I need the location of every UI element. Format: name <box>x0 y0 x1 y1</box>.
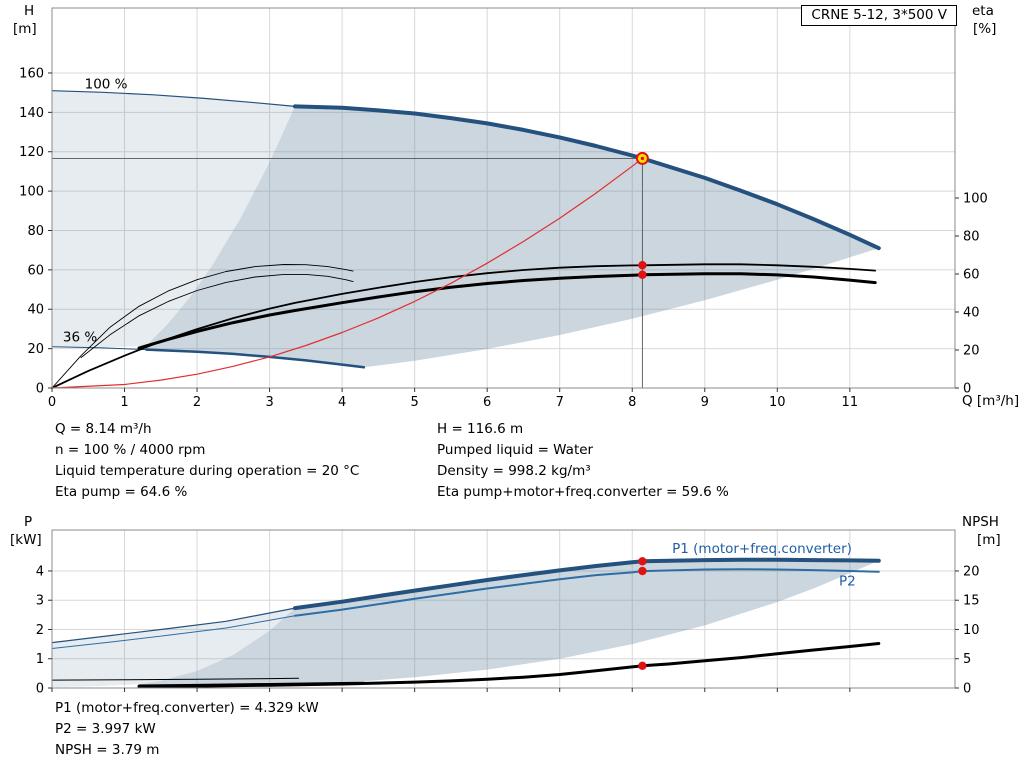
npsh-axis-unit: [m] <box>977 532 1001 548</box>
x-tick-label: 0 <box>48 395 56 410</box>
y-right-tick-label: 20 <box>963 564 980 579</box>
info-p2: P2 = 3.997 kW <box>55 721 156 737</box>
p2-dot <box>638 566 647 576</box>
info-eta-pump: Eta pump = 64.6 % <box>55 484 188 500</box>
npsh-axis-label: NPSH <box>962 514 999 530</box>
p1-curve-36pct <box>51 677 300 681</box>
info-npsh: NPSH = 3.79 m <box>55 742 160 758</box>
y-right-tick-label: 20 <box>963 344 980 359</box>
x-tick-label: 11 <box>842 395 859 410</box>
pump-curve-100pct <box>293 104 881 251</box>
eta-axis-unit: [%] <box>973 21 997 37</box>
eta-total-curve <box>137 272 877 350</box>
power-envelope-region <box>139 559 879 686</box>
plot-frame <box>51 529 956 689</box>
npsh-dot <box>638 661 647 671</box>
speed-range-region-light <box>52 90 295 348</box>
x-tick-label: 10 <box>769 395 786 410</box>
pump-curve-100pct-extension <box>51 90 296 108</box>
y-left-tick-label: 0 <box>36 382 44 397</box>
y-right-tick-label: 80 <box>963 230 980 245</box>
info-n: n = 100 % / 4000 rpm <box>55 442 206 458</box>
eta-total-dot <box>638 270 647 279</box>
h-axis-label: H <box>24 3 35 19</box>
info-eta-total: Eta pump+motor+freq.converter = 59.6 % <box>437 484 729 500</box>
y-right-tick-label: 0 <box>963 682 971 697</box>
info-liquid: Pumped liquid = Water <box>437 442 594 458</box>
x-tick-label: 2 <box>193 395 201 410</box>
y-left-tick-label: 2 <box>36 623 44 638</box>
duty-info-left-column: Q = 8.14 m³/h n = 100 % / 4000 rpm Liqui… <box>55 419 359 503</box>
y-right-tick-label: 10 <box>963 623 980 638</box>
duty-point-center <box>640 156 645 161</box>
duty-info-right-column: H = 116.6 m Pumped liquid = Water Densit… <box>437 419 729 503</box>
q-axis-label: Q [m³/h] <box>962 393 1020 409</box>
x-tick-label: 4 <box>338 395 346 410</box>
speed-label-100pct: 100 % <box>85 77 128 93</box>
p2-curve <box>294 568 880 617</box>
p1-dot <box>638 557 647 566</box>
y-right-tick-label: 60 <box>963 268 980 283</box>
h-axis-unit: [m] <box>13 21 37 37</box>
p-axis-unit: [kW] <box>10 532 42 548</box>
y-right-tick-label: 40 <box>963 306 980 321</box>
system-curve <box>51 157 644 389</box>
x-tick-label: 9 <box>701 395 709 410</box>
y-left-tick-label: 4 <box>36 564 44 579</box>
power-npsh-chart: 0 1 2 3 4 0 5 10 15 20 P1 (motor+freq.converter) P2 <box>36 529 980 697</box>
y-left-tick-label: 80 <box>27 224 44 239</box>
pump-curve-36pct-extension <box>51 346 147 351</box>
chart-layer: 0 20 40 60 80 100 120 140 160 0 20 40 60 80 100 0 1 2 3 4 5 6… <box>19 7 988 410</box>
chart-layer: 0 1 2 3 4 0 5 10 15 20 P1 (motor+freq.converter) P2 <box>36 529 980 697</box>
p2-curve-label: P2 <box>839 574 856 590</box>
p1-curve-label: P1 (motor+freq.converter) <box>672 541 852 557</box>
pump-title-box: CRNE 5-12, 3*500 V <box>801 5 957 26</box>
y-left-tick-label: 100 <box>19 185 44 200</box>
operating-envelope-region <box>146 106 879 368</box>
p1-curve <box>293 557 881 611</box>
eta-axis-label: eta <box>972 3 994 19</box>
y-left-tick-label: 140 <box>19 106 44 121</box>
info-h: H = 116.6 m <box>437 421 524 437</box>
y-right-tick-label: 5 <box>963 652 971 667</box>
y-left-tick-label: 160 <box>19 66 44 81</box>
qh-eta-chart: 0 20 40 60 80 100 120 140 160 0 20 40 60 80 100 0 1 2 3 4 5 6… <box>19 7 988 410</box>
info-density: Density = 998.2 kg/m³ <box>437 463 591 479</box>
info-temp: Liquid temperature during operation = 20… <box>55 463 360 479</box>
y-right-tick-label: 100 <box>963 192 988 207</box>
p2-curve-extension <box>51 615 296 649</box>
info-q: Q = 8.14 m³/h <box>55 421 152 437</box>
y-left-tick-label: 40 <box>27 303 44 318</box>
speed-label-36pct: 36 % <box>63 330 97 346</box>
info-p1: P1 (motor+freq.converter) = 4.329 kW <box>55 700 319 716</box>
y-left-tick-label: 60 <box>27 263 44 278</box>
y-right-tick-label: 15 <box>963 594 980 609</box>
p1-curve-extension <box>51 607 296 644</box>
npsh-curve <box>137 642 881 688</box>
y-left-tick-label: 1 <box>36 652 44 667</box>
eta-pump-dot <box>638 261 647 270</box>
y-left-tick-label: 120 <box>19 145 44 160</box>
y-left-tick-label: 0 <box>36 682 44 697</box>
x-tick-label: 7 <box>556 395 564 410</box>
x-tick-label: 5 <box>411 395 419 410</box>
x-tick-label: 8 <box>628 395 636 410</box>
x-tick-label: 6 <box>483 395 491 410</box>
y-left-tick-label: 3 <box>36 594 44 609</box>
p-axis-label: P <box>24 514 33 530</box>
power-info-block: P1 (motor+freq.converter) = 4.329 kW P2 … <box>55 698 319 761</box>
eta-pump-curve <box>51 263 877 389</box>
eta-pump-reduced-speed-curve <box>51 264 354 389</box>
y-left-tick-label: 20 <box>27 342 44 357</box>
eta-total-reduced-speed-curve <box>80 273 354 359</box>
x-tick-label: 3 <box>265 395 273 410</box>
y-right-tick-label: 0 <box>963 382 971 397</box>
power-range-region-light <box>52 608 295 688</box>
x-tick-label: 1 <box>120 395 128 410</box>
